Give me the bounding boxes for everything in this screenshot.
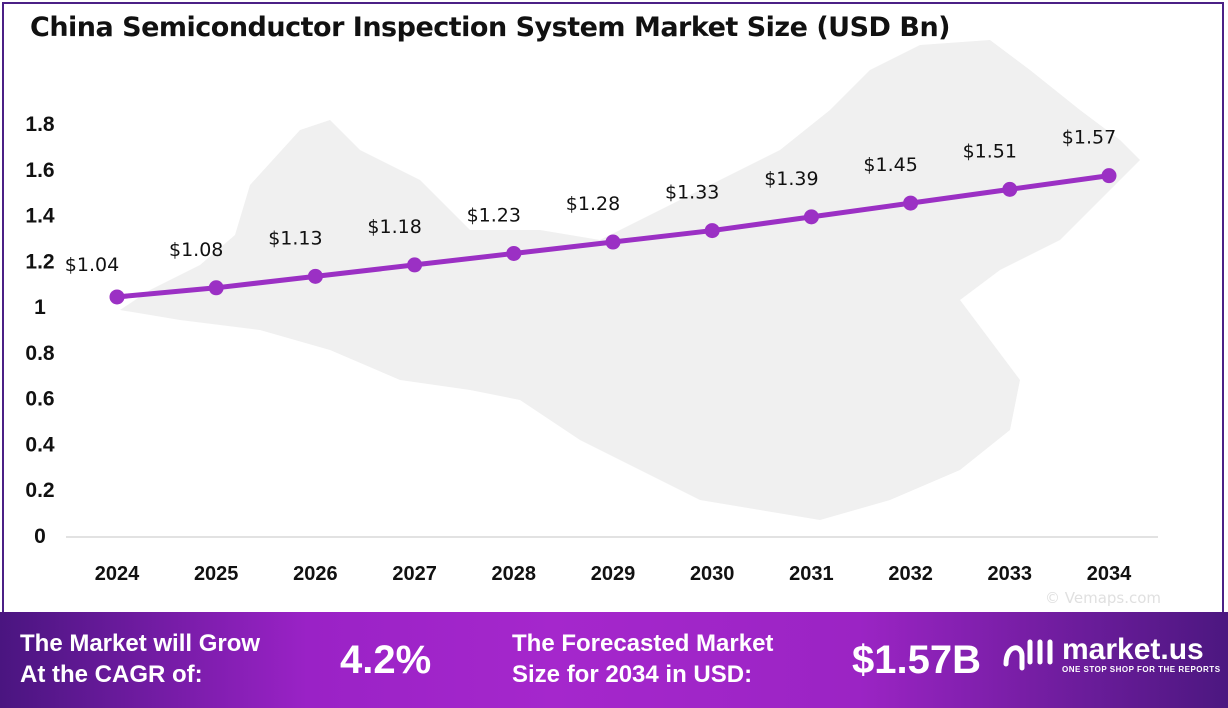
forecast-label-line2: Size for 2034 in USD:	[512, 661, 753, 688]
data-label: $1.45	[863, 154, 917, 176]
chart-frame	[2, 2, 1224, 612]
cagr-label-line1: The Market will Grow	[20, 630, 261, 657]
logo-icon	[1003, 639, 1053, 671]
china-map-silhouette	[120, 40, 1140, 520]
cagr-value: 4.2%	[340, 638, 432, 682]
y-tick-label: 0.2	[25, 479, 54, 502]
x-tick-label: 2024	[95, 563, 140, 585]
x-tick-label: 2029	[591, 563, 636, 585]
data-point	[407, 257, 423, 273]
x-tick-label: 2030	[690, 563, 735, 585]
data-point	[307, 268, 323, 284]
data-point	[208, 280, 224, 296]
y-tick-label: 1	[34, 296, 46, 319]
data-label: $1.13	[268, 227, 322, 249]
x-tick-label: 2028	[492, 563, 537, 585]
data-label: $1.51	[963, 140, 1017, 162]
cagr-label-line2: At the CAGR of:	[20, 661, 203, 688]
x-tick-label: 2031	[789, 563, 834, 585]
cagr-label: The Market will Grow At the CAGR of:	[20, 628, 260, 690]
data-label: $1.33	[665, 182, 719, 204]
x-tick-label: 2026	[293, 563, 338, 585]
data-label: $1.23	[467, 204, 521, 226]
y-tick-label: 0.6	[25, 388, 54, 411]
x-tick-label: 2033	[988, 563, 1033, 585]
data-point	[704, 223, 720, 239]
brand-name: market.us	[1062, 632, 1204, 666]
y-tick-label: 0.4	[25, 433, 55, 456]
y-tick-label: 1.4	[25, 205, 55, 228]
x-tick-label: 2034	[1087, 563, 1132, 585]
watermark: © Vemaps.com	[1045, 589, 1162, 607]
data-point	[605, 234, 621, 250]
y-tick-label: 0	[34, 525, 46, 548]
y-tick-label: 1.8	[25, 113, 55, 136]
market-us-logo: market.us ONE STOP SHOP FOR THE REPORTS	[1000, 634, 1221, 674]
data-label: $1.39	[764, 168, 818, 190]
data-point	[109, 289, 125, 305]
data-point	[803, 209, 819, 225]
forecast-label-line1: The Forecasted Market	[512, 630, 774, 657]
data-point	[903, 195, 919, 211]
data-label: $1.18	[367, 216, 421, 238]
data-label: $1.04	[65, 254, 119, 276]
y-tick-label: 1.6	[25, 159, 54, 182]
data-label: $1.28	[566, 193, 620, 215]
y-tick-label: 0.8	[25, 342, 55, 365]
y-tick-label: 1.2	[25, 250, 54, 273]
x-tick-label: 2032	[888, 563, 933, 585]
data-label: $1.57	[1062, 127, 1116, 149]
forecast-label: The Forecasted Market Size for 2034 in U…	[512, 628, 773, 690]
data-point	[506, 245, 522, 261]
brand-tagline: ONE STOP SHOP FOR THE REPORTS	[1062, 664, 1221, 674]
data-point	[1002, 181, 1018, 197]
x-tick-label: 2027	[392, 563, 437, 585]
x-tick-label: 2025	[194, 563, 239, 585]
forecast-value: $1.57B	[852, 638, 981, 682]
chart-svg: 0 0.2 0.4 0.6 0.8 1 1.2 1.4 1.6 1.8 2024 2025 2026 20…	[25, 40, 1158, 585]
data-point	[1101, 168, 1117, 184]
chart-title: China Semiconductor Inspection System Ma…	[30, 12, 951, 43]
summary-banner: The Market will Grow At the CAGR of: 4.2…	[0, 612, 1228, 708]
data-label: $1.08	[169, 239, 223, 261]
